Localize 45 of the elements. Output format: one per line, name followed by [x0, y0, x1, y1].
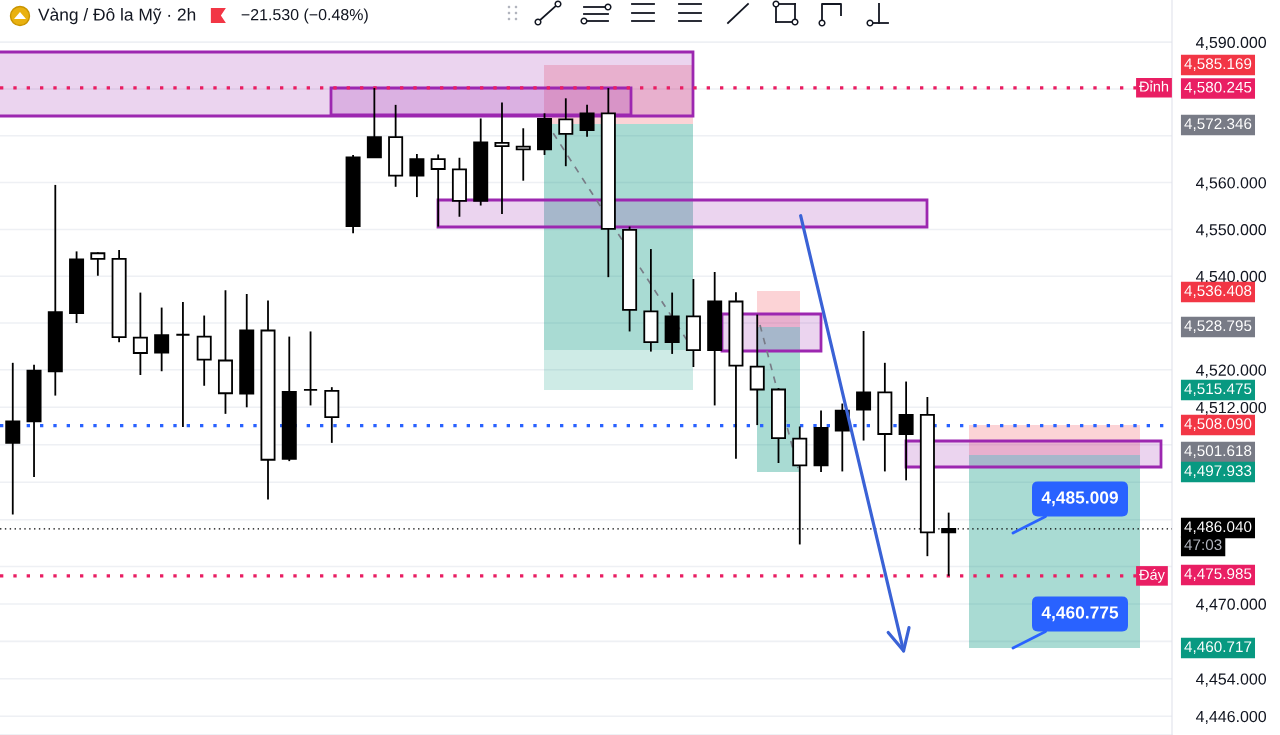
candlestick — [90, 251, 106, 277]
candlestick — [856, 330, 872, 442]
chart-title: Vàng / Đô la Mỹ · 2h — [38, 7, 196, 25]
y-tick-label: 4,446.000 — [1195, 710, 1267, 725]
text: 4,497.933 — [1184, 465, 1252, 478]
candlestick — [5, 361, 21, 516]
candlestick — [749, 313, 765, 426]
candlestick — [175, 301, 191, 428]
y-tick-label: 4,540.000 — [1195, 270, 1267, 285]
candlestick — [303, 330, 319, 407]
ref-line-label: Đáy — [1139, 569, 1165, 583]
text: 4,515.475 — [1184, 383, 1252, 396]
candlestick — [132, 291, 148, 376]
y-tick-label: 4,590.000 — [1195, 36, 1267, 50]
text: 4,501.618 — [1184, 445, 1252, 458]
candlestick — [898, 380, 914, 482]
y-tick-label: 4,454.000 — [1195, 673, 1267, 687]
candlestick — [579, 103, 595, 138]
text: 4,508.090 — [1184, 418, 1252, 431]
y-tick-label: 4,560.000 — [1195, 177, 1267, 191]
text: 4,528.795 — [1184, 320, 1252, 333]
candlestick — [558, 97, 574, 168]
candlestick — [515, 127, 531, 182]
text: −21.530 (−0.48%) — [241, 8, 368, 24]
candlestick — [494, 101, 510, 215]
candlestick — [196, 314, 212, 387]
candlestick — [409, 153, 425, 198]
y-tick-label: 4,520.000 — [1195, 364, 1267, 378]
text: 4,475.985 — [1184, 568, 1252, 581]
text: 4,486.040 — [1184, 521, 1252, 534]
y-tick-label: 4,470.000 — [1195, 598, 1267, 612]
ref-line-label: Đỉnh — [1139, 80, 1169, 92]
text: 4,460.717 — [1184, 641, 1252, 654]
candlestick — [430, 153, 446, 228]
annotation: 4,460.775 — [1041, 606, 1119, 622]
candlestick — [366, 87, 382, 159]
text: 47:03 — [1184, 539, 1222, 551]
annotation: 4,485.009 — [1041, 491, 1118, 507]
text: 4,536.408 — [1184, 285, 1252, 298]
text: 4,580.245 — [1184, 81, 1252, 95]
y-tick-label: 4,550.000 — [1195, 224, 1267, 238]
text: 4,572.346 — [1184, 118, 1252, 131]
candlestick — [154, 306, 170, 373]
y-tick-label: 4,512.000 — [1195, 401, 1267, 416]
text: 4,585.169 — [1184, 58, 1252, 71]
